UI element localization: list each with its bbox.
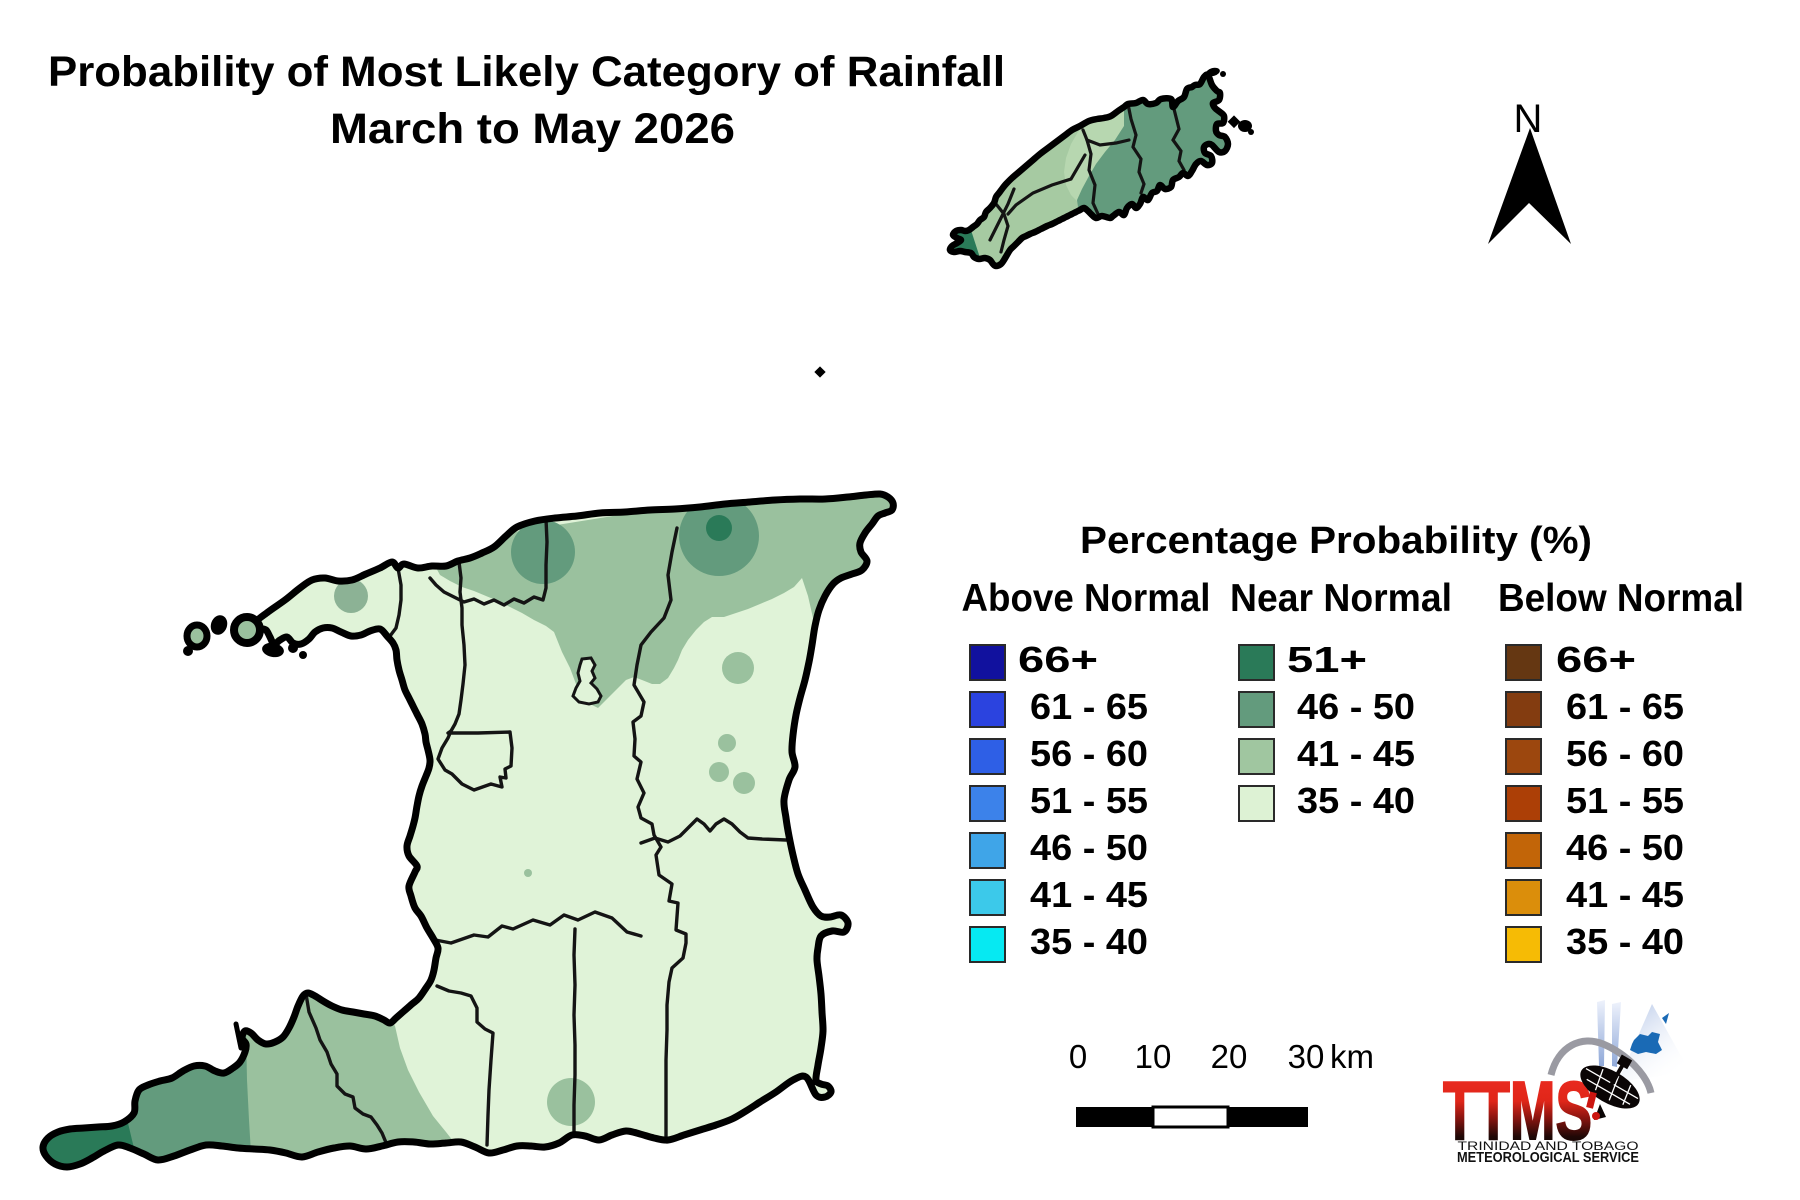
svg-text:Probability of Most Likely Cat: Probability of Most Likely Category of R… xyxy=(48,48,1005,96)
svg-text:TRINIDAD AND TOBAGO: TRINIDAD AND TOBAGO xyxy=(1458,1141,1639,1153)
svg-text:51+: 51+ xyxy=(1287,639,1367,680)
svg-text:35 - 40: 35 - 40 xyxy=(1297,780,1415,821)
svg-text:Below Normal: Below Normal xyxy=(1498,577,1744,620)
svg-text:TTMS: TTMS xyxy=(1443,1064,1592,1157)
svg-text:56 - 60: 56 - 60 xyxy=(1030,733,1148,774)
svg-text:Percentage Probability (%): Percentage Probability (%) xyxy=(1080,520,1592,562)
svg-text:56 - 60: 56 - 60 xyxy=(1566,733,1684,774)
svg-text:10: 10 xyxy=(1135,1038,1172,1075)
svg-text:41 - 45: 41 - 45 xyxy=(1297,733,1415,774)
svg-text:35 - 40: 35 - 40 xyxy=(1566,921,1684,962)
svg-text:Above Normal: Above Normal xyxy=(962,577,1211,620)
svg-text:0: 0 xyxy=(1069,1038,1087,1075)
svg-text:March to May 2026: March to May 2026 xyxy=(330,105,735,153)
svg-text:51 - 55: 51 - 55 xyxy=(1030,780,1148,821)
svg-text:51 - 55: 51 - 55 xyxy=(1566,780,1684,821)
svg-text:35 - 40: 35 - 40 xyxy=(1030,921,1148,962)
svg-text:46 - 50: 46 - 50 xyxy=(1297,686,1415,727)
svg-text:30: 30 xyxy=(1288,1038,1325,1075)
svg-text:Near Normal: Near Normal xyxy=(1230,577,1452,620)
svg-text:66+: 66+ xyxy=(1018,639,1098,680)
svg-text:61 - 65: 61 - 65 xyxy=(1030,686,1148,727)
svg-text:66+: 66+ xyxy=(1556,639,1636,680)
svg-text:46 - 50: 46 - 50 xyxy=(1566,827,1684,868)
svg-text:km: km xyxy=(1330,1038,1374,1075)
svg-text:METEOROLOGICAL SERVICE: METEOROLOGICAL SERVICE xyxy=(1457,1149,1639,1166)
svg-text:20: 20 xyxy=(1211,1038,1248,1075)
svg-text:41 - 45: 41 - 45 xyxy=(1030,874,1148,915)
svg-text:46 - 50: 46 - 50 xyxy=(1030,827,1148,868)
svg-text:61 - 65: 61 - 65 xyxy=(1566,686,1684,727)
svg-text:41 - 45: 41 - 45 xyxy=(1566,874,1684,915)
